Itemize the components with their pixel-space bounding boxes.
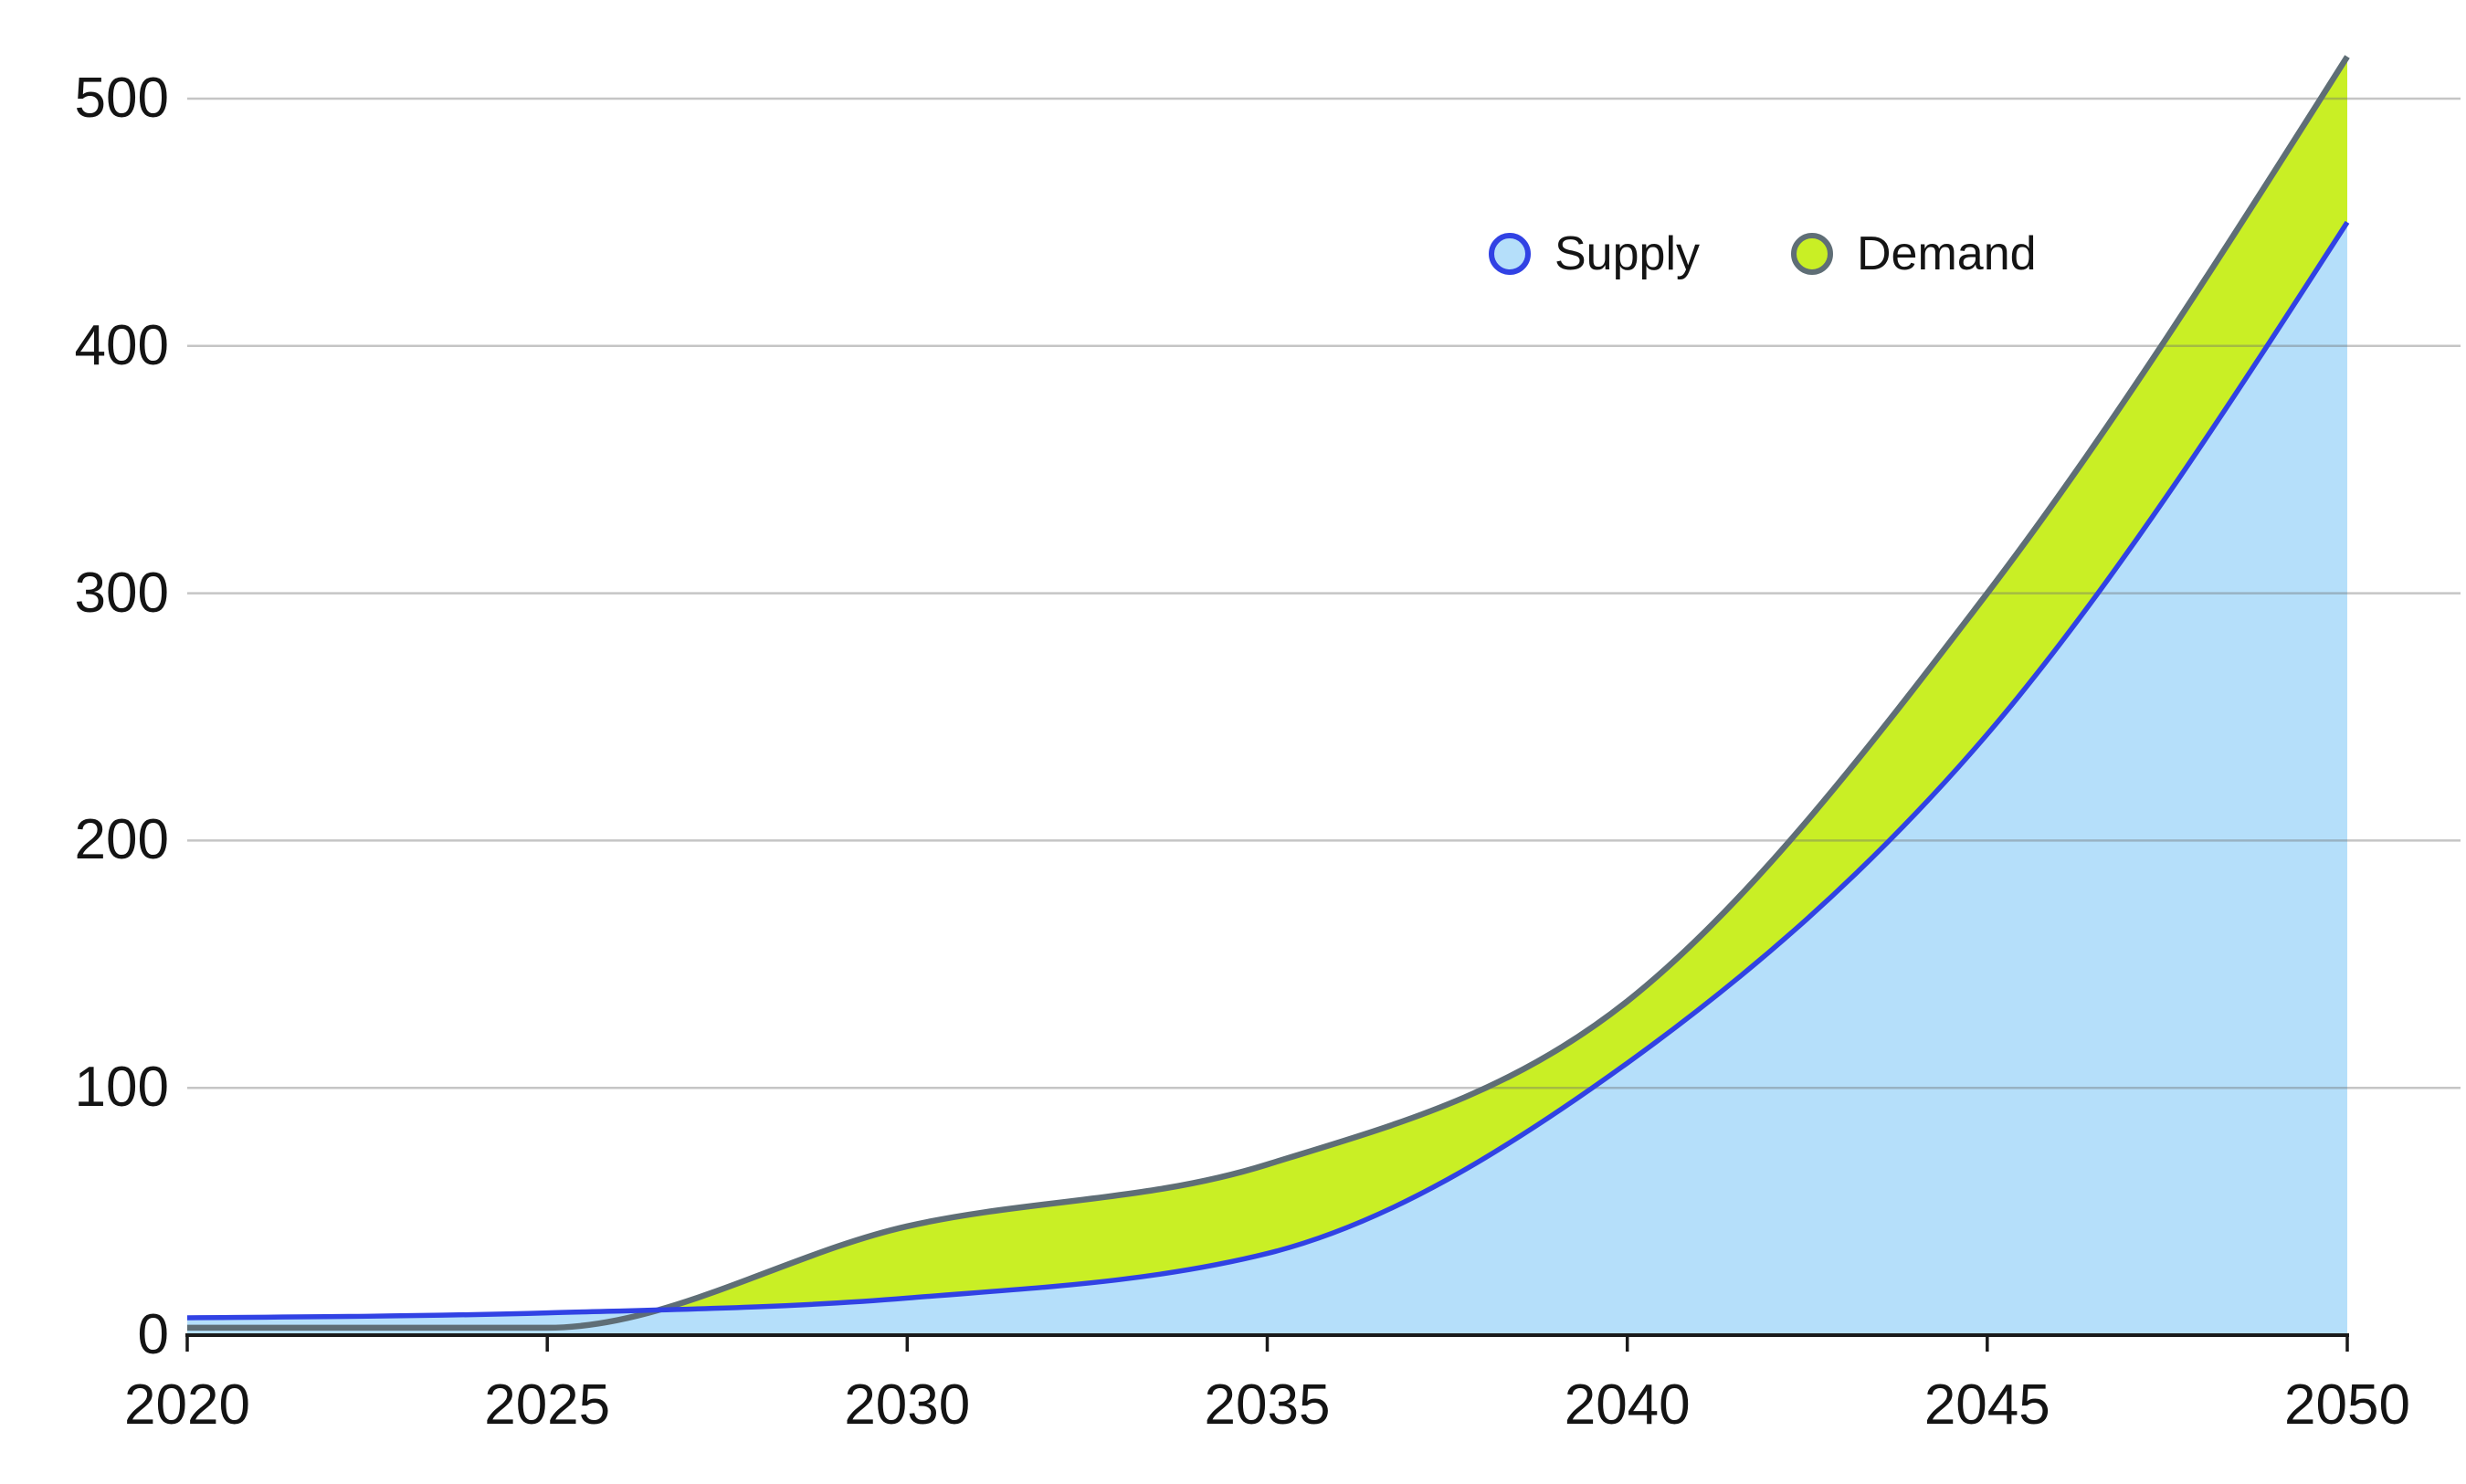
demand-line bbox=[187, 55, 2350, 1331]
demand-legend-marker-icon bbox=[1791, 233, 1833, 275]
legend-item-supply: Supply bbox=[1489, 230, 1700, 278]
supply-legend-marker-icon bbox=[1489, 233, 1531, 275]
legend-item-demand: Demand bbox=[1791, 230, 2037, 278]
supply-line bbox=[186, 220, 2350, 1321]
supply-legend-label: Supply bbox=[1554, 227, 1700, 280]
supply-area bbox=[187, 222, 2347, 1335]
demand-legend-label: Demand bbox=[1857, 227, 2037, 280]
chart-legend: Supply Demand bbox=[1489, 230, 2037, 278]
